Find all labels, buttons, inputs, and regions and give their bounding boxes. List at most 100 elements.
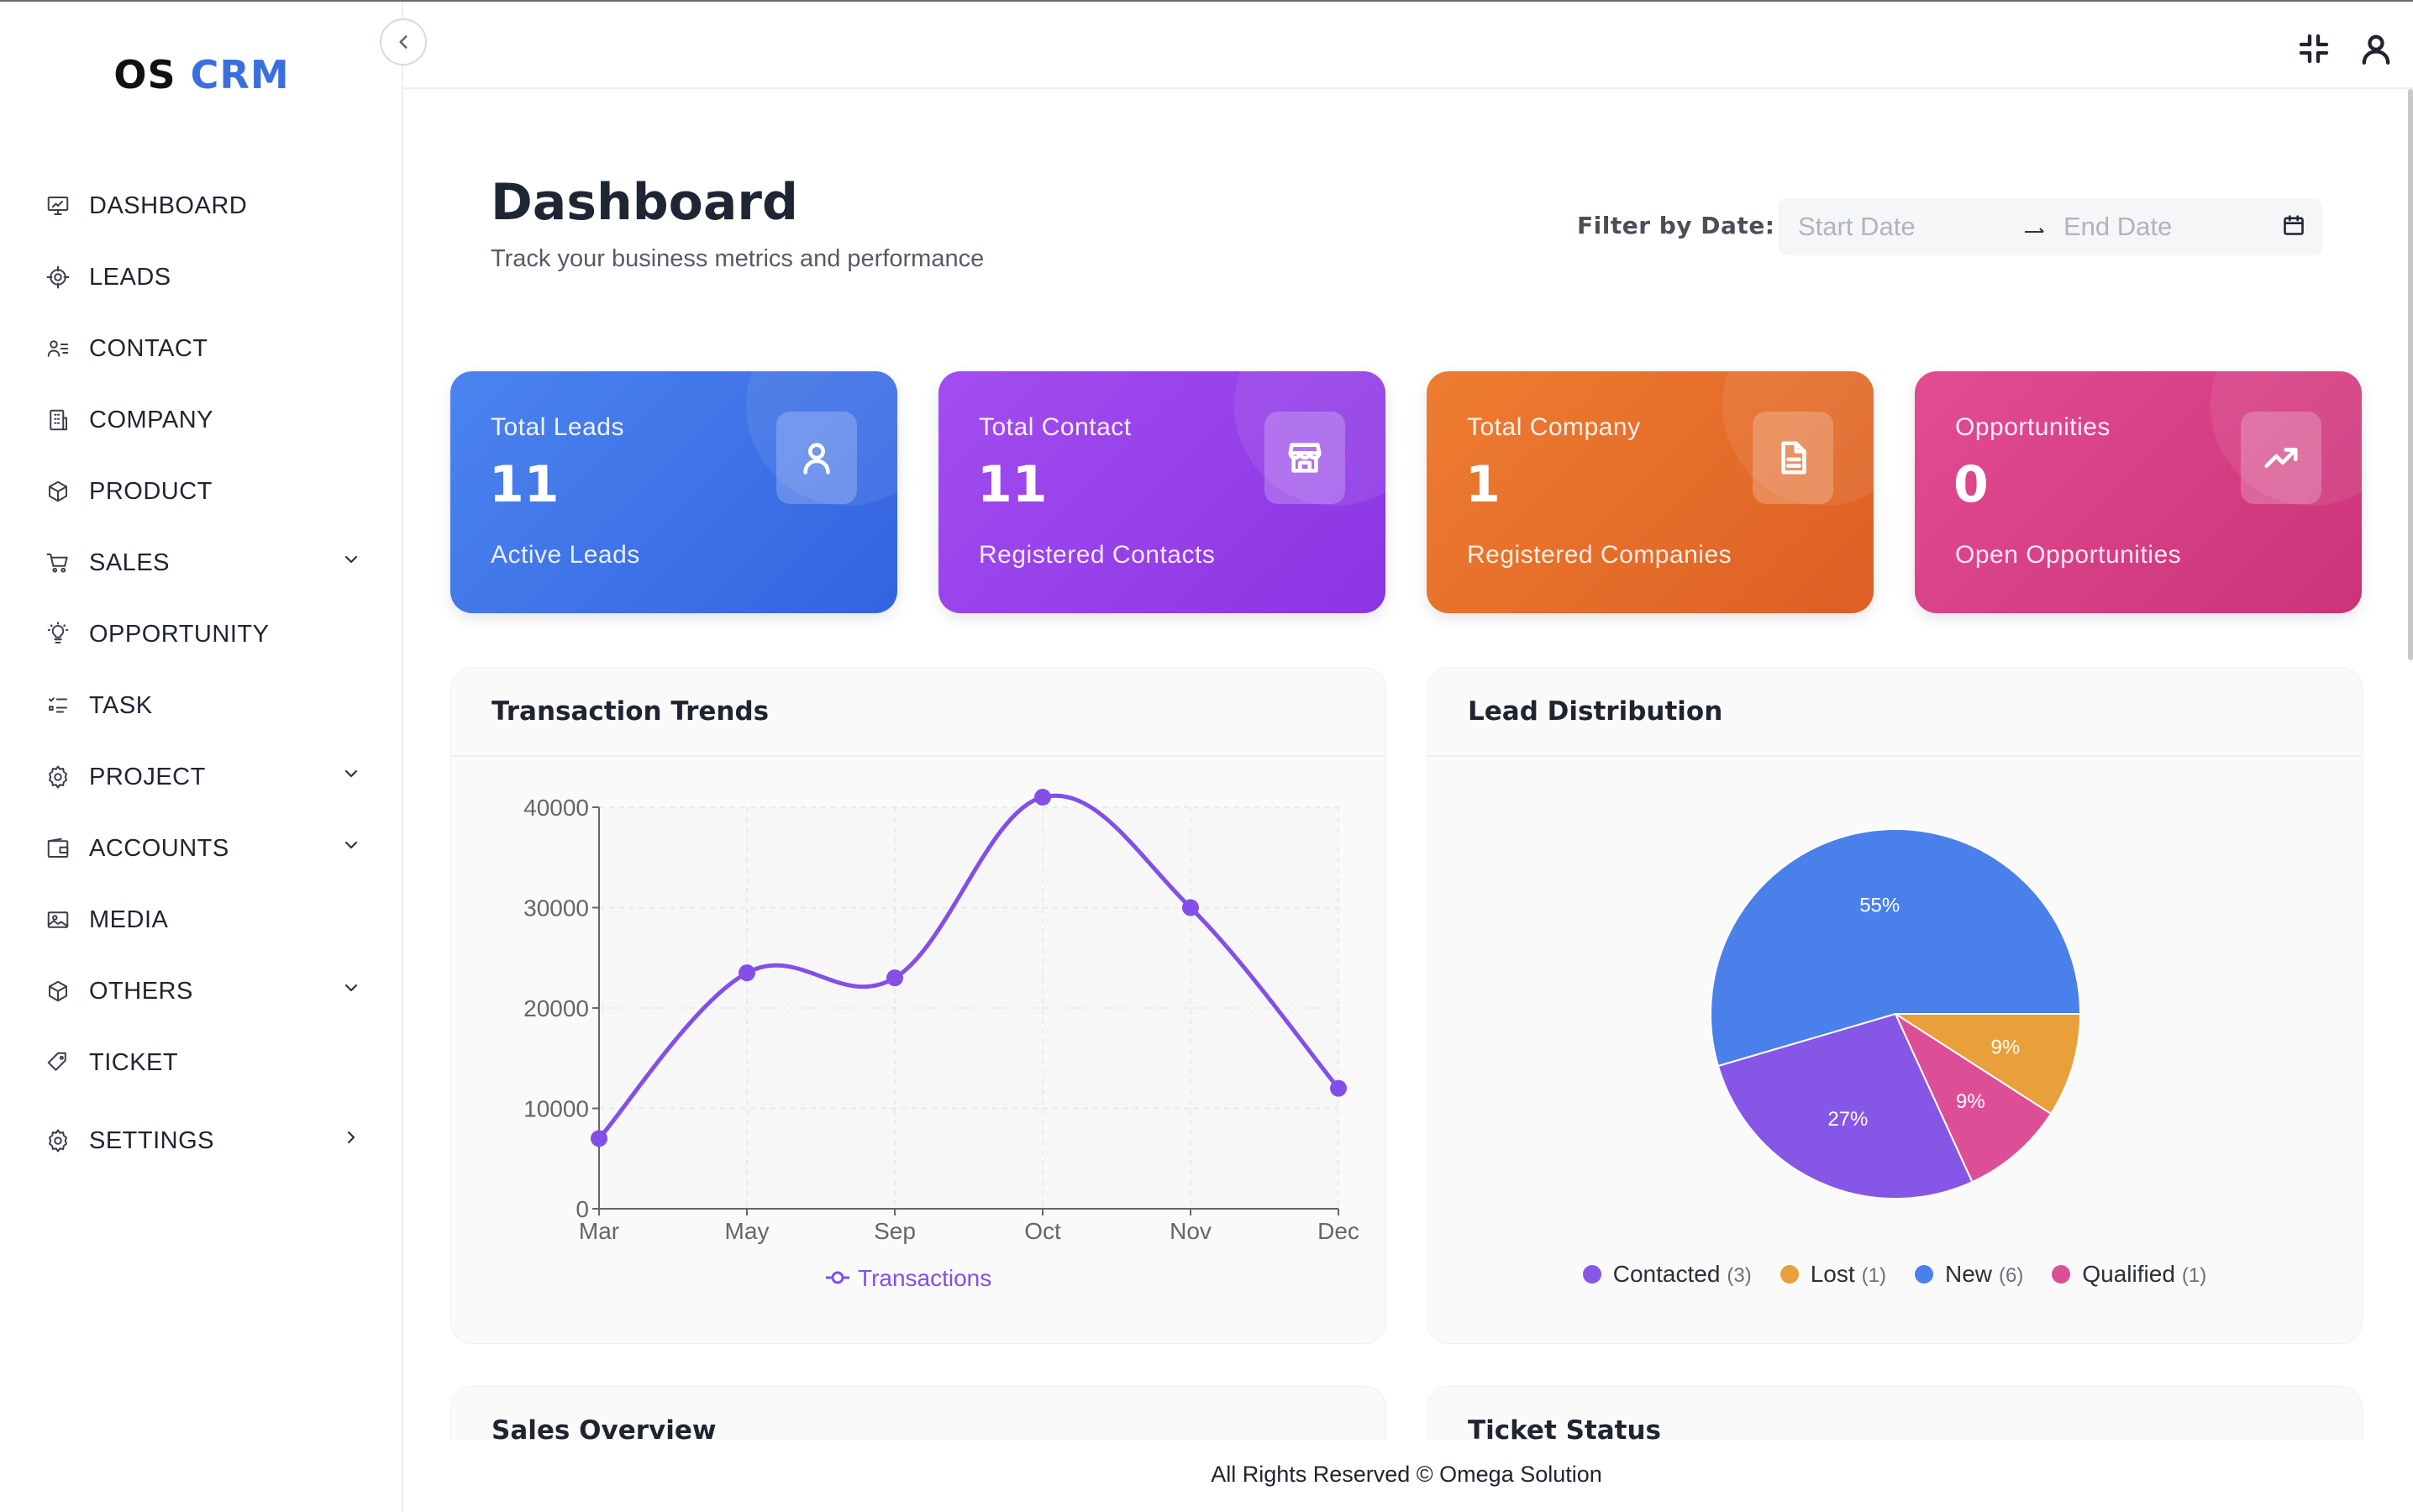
stat-subtitle: Active Leads — [491, 541, 640, 569]
data-point[interactable] — [591, 1130, 607, 1147]
logo-prefix: OS — [113, 52, 176, 97]
sidebar-item-label: PROJECT — [89, 763, 206, 790]
sidebar-item-label: CONTACT — [89, 334, 208, 362]
stat-subtitle: Registered Contacts — [979, 541, 1216, 569]
sidebar-item-task[interactable]: TASK — [30, 680, 366, 731]
checklist-icon — [30, 680, 89, 731]
sidebar-item-others[interactable]: OTHERS — [30, 966, 366, 1016]
user-profile-icon[interactable] — [2356, 29, 2396, 69]
data-point[interactable] — [739, 964, 755, 982]
stat-card-total-company[interactable]: Total Company 1 Registered Companies — [1427, 371, 1874, 613]
sidebar-item-label: LEADS — [89, 263, 171, 291]
panel-title: Transaction Trends — [492, 696, 770, 727]
y-tick-label: 0 — [576, 1196, 589, 1222]
calendar-icon[interactable] — [2282, 213, 2307, 239]
data-point[interactable] — [1182, 899, 1199, 916]
legend-count: (3) — [1727, 1264, 1752, 1287]
legend-count: (1) — [1861, 1264, 1887, 1287]
logo-suffix: CRM — [190, 52, 290, 97]
gear-icon — [30, 752, 89, 802]
sidebar: OS CRM DASHBOARD LEADS CONTACT COMPANY P… — [0, 2, 403, 1512]
legend-item-lost[interactable]: Lost (1) — [1780, 1261, 1886, 1288]
chevron-right-icon[interactable] — [341, 1127, 366, 1152]
stat-card-total-contact[interactable]: Total Contact 11 Registered Contacts — [938, 371, 1385, 613]
sidebar-item-opportunity[interactable]: OPPORTUNITY — [30, 609, 366, 659]
date-range-picker[interactable] — [1778, 198, 2322, 255]
chevron-down-icon[interactable] — [341, 835, 366, 860]
app-logo[interactable]: OS CRM — [0, 52, 403, 97]
y-tick-label: 30000 — [523, 895, 589, 921]
sidebar-item-label: SALES — [89, 549, 170, 576]
lead-pie-chart: 9% 9% 27% 55% — [1710, 828, 2082, 1200]
pie-slice-contacted[interactable] — [1716, 1012, 1974, 1200]
collapse-sidebar-button[interactable] — [380, 18, 427, 66]
x-tick-label: Mar — [579, 1218, 619, 1244]
legend-item-new[interactable]: New (6) — [1915, 1261, 2023, 1288]
stat-card-opportunities[interactable]: Opportunities 0 Open Opportunities — [1915, 371, 2362, 613]
sidebar-item-leads[interactable]: LEADS — [30, 252, 366, 302]
pie-slice-label: 27% — [1827, 1108, 1868, 1131]
data-point[interactable] — [1330, 1079, 1347, 1097]
data-point[interactable] — [1034, 789, 1051, 806]
topbar-divider — [403, 87, 2413, 89]
stat-title: Total Company — [1467, 413, 1641, 441]
sidebar-item-settings[interactable]: SETTINGS — [30, 1116, 366, 1166]
lead-distribution-panel: Lead Distribution 9% 9% 27% 55% Contacted (3… — [1427, 667, 2363, 1344]
legend-item-contacted[interactable]: Contacted (3) — [1582, 1261, 1752, 1288]
legend-dot — [1915, 1265, 1934, 1284]
filter-by-date-label: Filter by Date: — [1577, 212, 1775, 239]
sidebar-item-contact[interactable]: CONTACT — [30, 323, 366, 374]
chevron-left-icon — [399, 35, 407, 49]
start-date-input[interactable] — [1798, 210, 2016, 244]
panel-divider — [451, 755, 1385, 757]
chevron-down-icon[interactable] — [341, 549, 366, 575]
sidebar-item-sales[interactable]: SALES — [30, 538, 366, 588]
sidebar-item-project[interactable]: PROJECT — [30, 752, 366, 802]
sidebar-item-accounts[interactable]: ACCOUNTS — [30, 823, 366, 874]
pie-legend: Contacted (3) Lost (1) New (6) Qualified (1) — [1427, 1261, 2362, 1288]
sidebar-item-label: OTHERS — [89, 977, 193, 1005]
stat-title: Total Contact — [979, 413, 1132, 441]
pie-slice-qualified[interactable] — [1893, 1011, 2053, 1184]
data-point[interactable] — [886, 969, 903, 987]
stat-title: Total Leads — [491, 413, 624, 441]
panel-divider — [1427, 755, 2362, 757]
x-tick-label: May — [725, 1218, 770, 1244]
chevron-down-icon[interactable] — [341, 764, 366, 789]
sidebar-item-label: OPPORTUNITY — [89, 620, 270, 648]
sidebar-item-company[interactable]: COMPANY — [30, 395, 366, 445]
chart-legend[interactable]: Transactions — [826, 1265, 991, 1291]
chevron-down-icon[interactable] — [341, 978, 366, 1003]
legend-point-marker — [831, 1271, 844, 1284]
pie-slice-lost[interactable] — [1892, 1013, 2082, 1116]
stat-card-total-leads[interactable]: Total Leads 11 Active Leads — [450, 371, 897, 613]
footer-area — [405, 1440, 2408, 1512]
pie-slice-new[interactable] — [1710, 828, 2082, 1068]
end-date-input[interactable] — [2063, 210, 2265, 244]
legend-label: Qualified (1) — [2082, 1261, 2207, 1287]
sidebar-item-label: COMPANY — [89, 406, 213, 433]
sidebar-item-dashboard[interactable]: DASHBOARD — [30, 181, 366, 231]
panel-title: Lead Distribution — [1468, 696, 1723, 727]
stat-title: Opportunities — [1955, 413, 2111, 441]
page-subtitle: Track your business metrics and performa… — [491, 245, 985, 272]
sidebar-item-media[interactable]: MEDIA — [30, 895, 366, 945]
trend-up-icon — [2241, 412, 2321, 504]
y-tick-label: 40000 — [523, 795, 589, 821]
sidebar-item-label: DASHBOARD — [89, 192, 248, 219]
stat-value: 1 — [1465, 455, 1501, 514]
exit-fullscreen-icon[interactable] — [2294, 29, 2334, 69]
x-tick-label: Sep — [874, 1218, 916, 1244]
pie-slice-label: 9% — [1956, 1090, 1985, 1113]
sidebar-item-ticket[interactable]: TICKET — [30, 1037, 366, 1088]
user-icon — [776, 412, 857, 504]
legend-dot — [1780, 1265, 1799, 1284]
scrollbar[interactable] — [2408, 89, 2413, 660]
sidebar-item-product[interactable]: PRODUCT — [30, 466, 366, 517]
stat-value: 0 — [1953, 455, 1989, 514]
pie-slice-label: 55% — [1859, 894, 1900, 916]
legend-item-qualified[interactable]: Qualified (1) — [2052, 1261, 2206, 1288]
legend-dot — [2052, 1265, 2071, 1284]
page-title: Dashboard — [491, 173, 798, 232]
x-tick-label: Nov — [1170, 1218, 1212, 1244]
